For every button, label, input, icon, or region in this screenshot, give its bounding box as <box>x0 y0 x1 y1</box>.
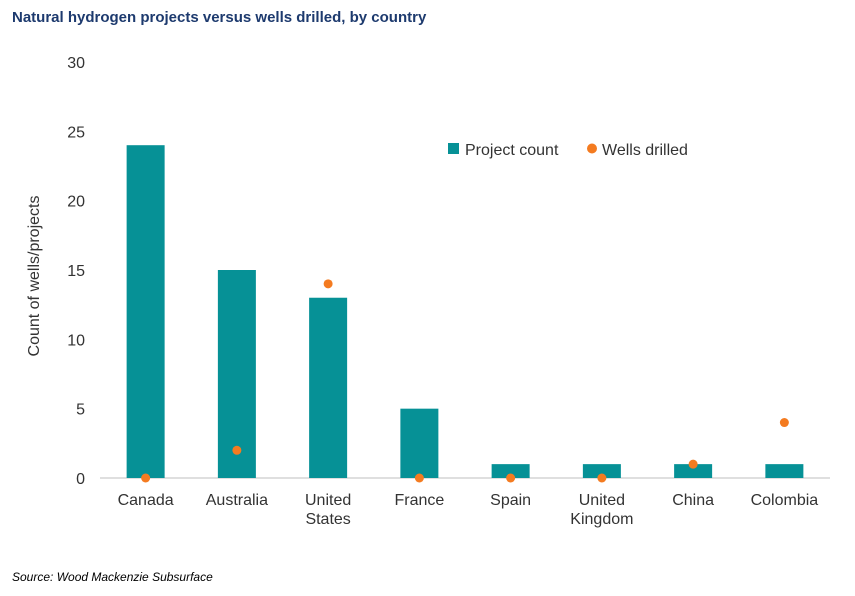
dot-wells-drilled <box>232 445 242 455</box>
y-tick-label: 0 <box>76 471 85 488</box>
dots <box>141 279 789 483</box>
x-category-label: France <box>394 492 444 509</box>
x-category-label: China <box>672 492 714 509</box>
y-tick-label: 30 <box>67 55 85 72</box>
x-category-label: Colombia <box>751 492 819 509</box>
bar-project-count <box>582 464 621 478</box>
dot-wells-drilled <box>597 473 607 483</box>
y-tick-label: 25 <box>67 124 85 141</box>
source-note: Source: Wood Mackenzie Subsurface <box>12 570 213 584</box>
x-category-label: United <box>579 492 625 509</box>
legend-marker-wells-drilled <box>587 143 597 154</box>
bars <box>126 145 804 478</box>
legend: Project count Wells drilled <box>448 142 688 159</box>
y-tick-label: 20 <box>67 194 85 211</box>
dot-wells-drilled <box>779 418 789 428</box>
y-axis-ticks: 0 5 10 15 20 25 30 <box>67 55 85 488</box>
x-category-label: Canada <box>118 492 174 509</box>
legend-label-project-count: Project count <box>465 142 559 159</box>
dot-wells-drilled <box>414 473 424 483</box>
x-category-label: Spain <box>490 492 531 509</box>
dot-wells-drilled <box>688 459 698 469</box>
y-tick-label: 5 <box>76 402 85 419</box>
y-tick-label: 15 <box>67 263 85 280</box>
legend-swatch-project-count <box>448 143 459 154</box>
bar-project-count <box>217 270 256 478</box>
chart-title: Natural hydrogen projects versus wells d… <box>12 9 427 26</box>
dot-wells-drilled <box>323 279 333 289</box>
bar-project-count <box>126 145 165 478</box>
bar-project-count <box>491 464 530 478</box>
bar-project-count <box>309 297 348 478</box>
y-tick-label: 10 <box>67 332 85 349</box>
bar-project-count <box>674 464 713 478</box>
dot-wells-drilled <box>506 473 516 483</box>
x-category-label: Australia <box>206 492 268 509</box>
bar-project-count <box>400 408 439 478</box>
x-category-label: Kingdom <box>570 511 633 528</box>
x-category-label: United <box>305 492 351 509</box>
y-axis-label: Count of wells/projects <box>26 196 43 357</box>
x-axis-categories: Canada Australia United States France Spain Un… <box>118 492 819 528</box>
x-category-label: States <box>305 511 350 528</box>
dot-wells-drilled <box>141 473 151 483</box>
bar-project-count <box>765 464 804 478</box>
legend-label-wells-drilled: Wells drilled <box>602 142 688 159</box>
